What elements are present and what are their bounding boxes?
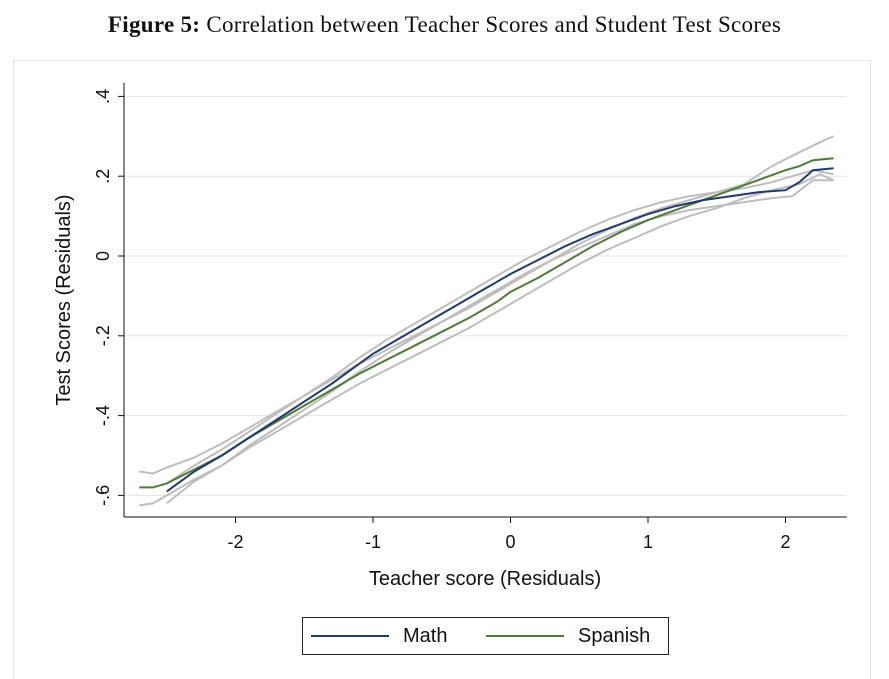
legend-label-spanish: Spanish: [578, 624, 651, 647]
legend-item-spanish: Spanish: [486, 618, 650, 654]
legend-swatch-math: [311, 635, 389, 637]
y-tick-label: -.2: [93, 325, 113, 346]
x-tick-label: 2: [780, 532, 790, 552]
legend-swatch-spanish: [486, 635, 564, 637]
x-tick-label: 0: [505, 532, 515, 552]
ci-lower-math: [166, 179, 834, 505]
x-tick-label: -2: [227, 532, 243, 552]
y-tick-label: .2: [93, 169, 113, 184]
gridlines: [124, 95, 847, 496]
confidence-bands: [139, 135, 835, 507]
figure-caption: Correlation between Teacher Scores and S…: [206, 12, 782, 37]
legend: Math Spanish: [302, 617, 669, 655]
figure-title: Figure 5: Correlation between Teacher Sc…: [0, 12, 889, 38]
y-tick-label: -.6: [93, 485, 113, 506]
ci-upper-spanish: [139, 135, 835, 475]
figure-label: Figure 5:: [107, 12, 201, 37]
y-tick-label: -.4: [93, 405, 113, 426]
x-tick-label: -1: [365, 532, 381, 552]
series-line-spanish: [139, 157, 834, 489]
x-tick-label: 1: [643, 532, 653, 552]
ci-lower-spanish: [139, 173, 835, 507]
series-lines: [139, 157, 834, 493]
y-axis-title: Test Scores (Residuals): [53, 194, 75, 405]
axes: -.6 -.4 -.2 0 .2 .4 -2 -1 0 1 2: [93, 83, 847, 552]
x-axis-title: Teacher score (Residuals): [369, 568, 601, 590]
ci-upper-math: [166, 169, 834, 485]
legend-item-math: Math: [311, 618, 447, 654]
y-tick-label: 0: [93, 251, 113, 261]
series-line-math: [166, 167, 834, 493]
legend-label-math: Math: [403, 624, 448, 647]
chart-panel: [13, 60, 871, 679]
y-tick-label: .4: [93, 89, 113, 104]
